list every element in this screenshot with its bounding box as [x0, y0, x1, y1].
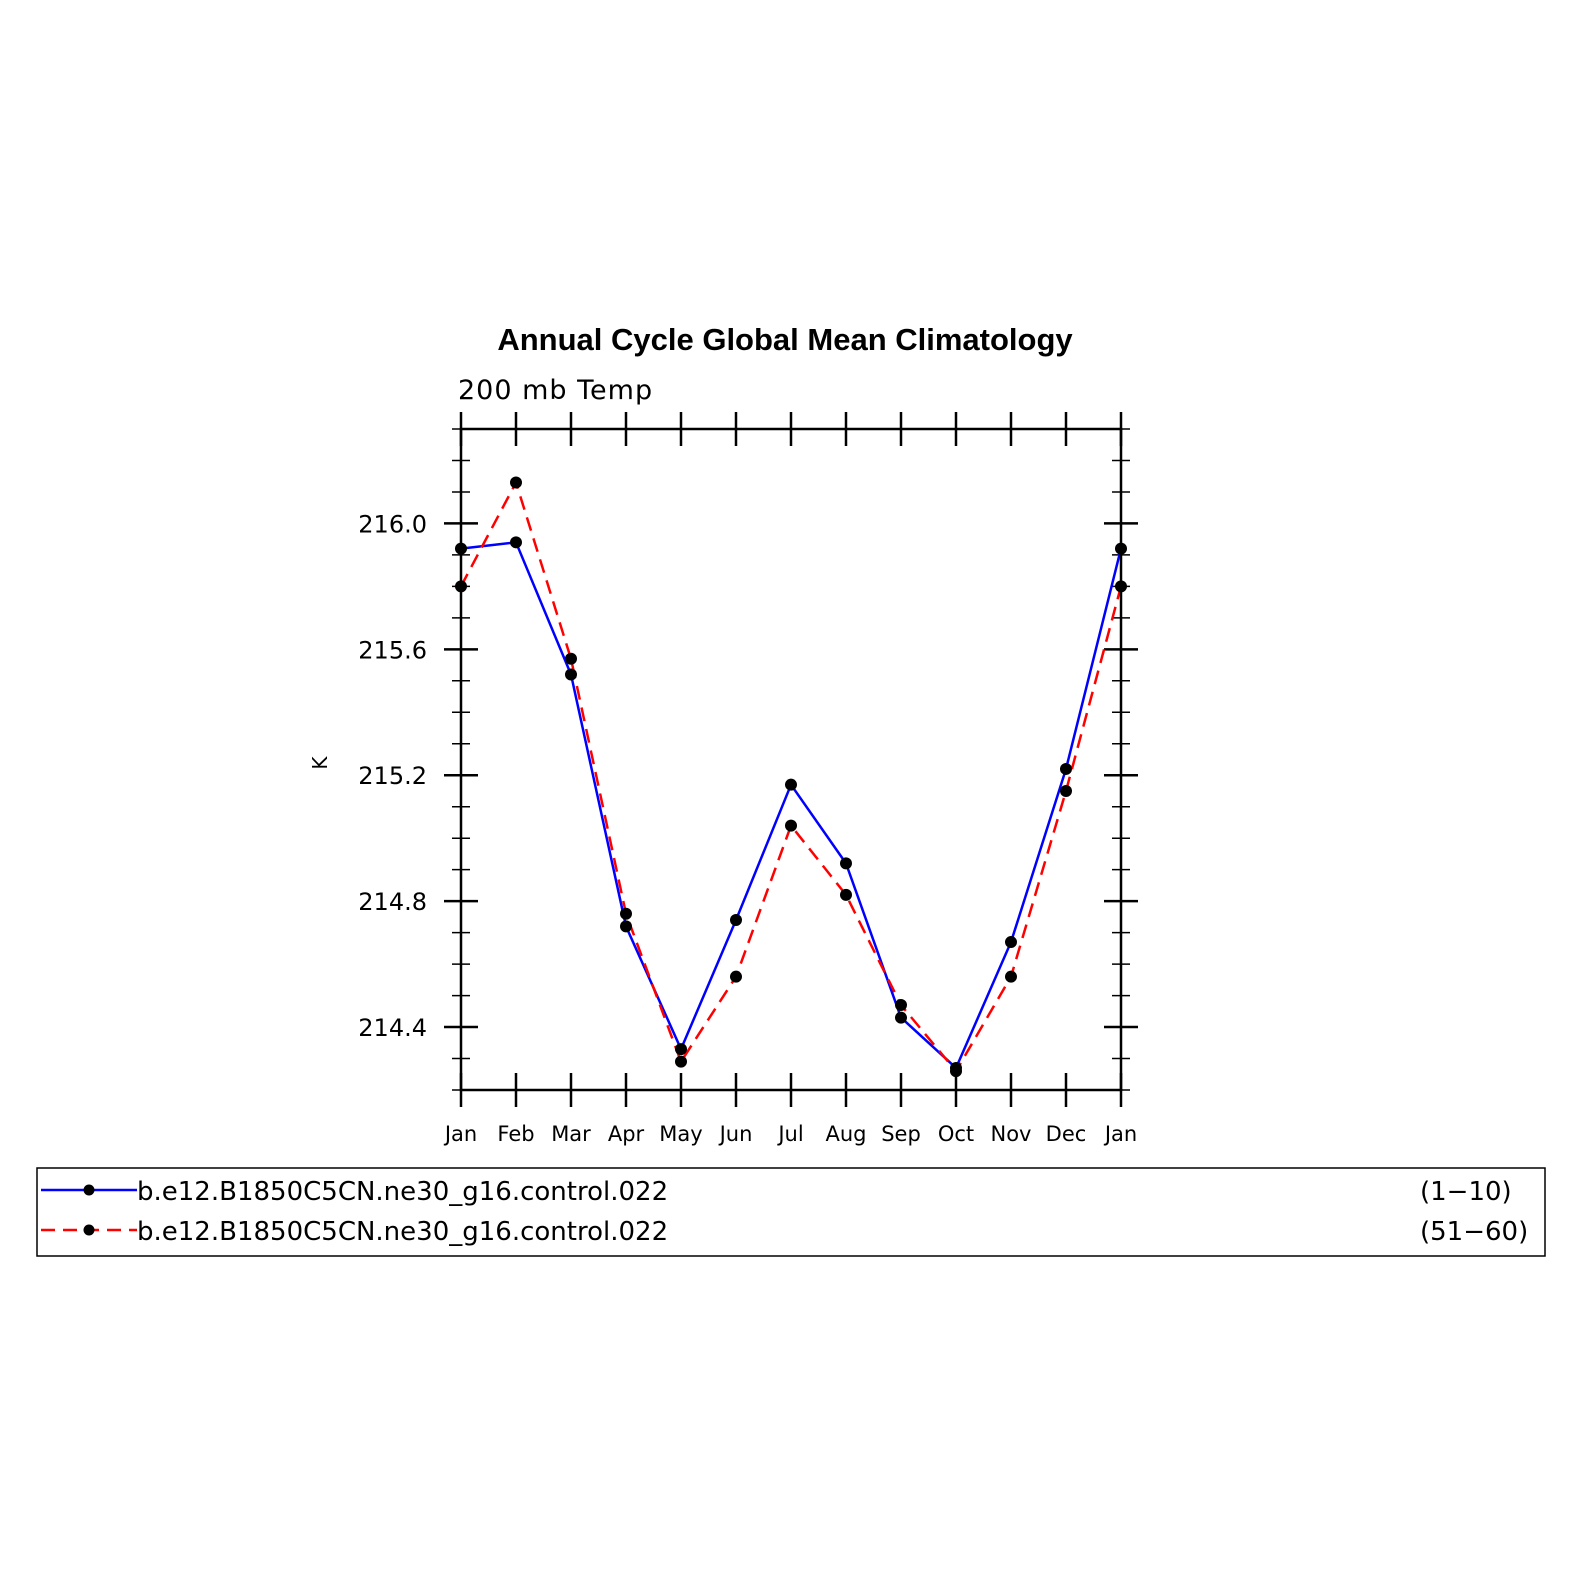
x-tick-labels: Jan Feb Mar Apr May Jun Jul Aug Sep Oct Nov Dec Jan: [443, 1122, 1137, 1146]
series-2-point: [620, 907, 632, 920]
x-tick-label: May: [659, 1122, 702, 1146]
x-tick-label: Jun: [718, 1122, 753, 1146]
x-tick-label: Mar: [551, 1122, 591, 1146]
series-2-point: [895, 999, 907, 1012]
series-1-point: [565, 668, 577, 681]
series-2-point: [1005, 970, 1017, 983]
series-1-point: [620, 920, 632, 933]
x-tick-label: Jul: [776, 1122, 803, 1146]
legend-period-1: (1−10): [1420, 1177, 1512, 1207]
series-line-2: [459, 481, 1123, 1073]
x-tick-label: Nov: [991, 1122, 1032, 1146]
y-tick-labels: 214.4 214.8 215.2 215.6 216.0: [358, 510, 427, 1042]
legend-item-2: b.e12.B1850C5CN.ne30_g16.control.022 (51…: [41, 1217, 1528, 1247]
series-1-point: [840, 857, 852, 870]
series-2-point: [675, 1055, 687, 1068]
y-tick-label: 214.4: [358, 1014, 427, 1042]
series-2-point: [1060, 784, 1072, 797]
x-tick-label: Feb: [497, 1122, 534, 1146]
x-tick-label: Aug: [825, 1122, 866, 1146]
x-tick-label: Oct: [938, 1122, 974, 1146]
series-1-point: [785, 778, 797, 791]
legend-box: [36, 1167, 1546, 1257]
series-1-point: [895, 1011, 907, 1024]
series-1-point: [675, 1043, 687, 1056]
series-1-point: [510, 536, 522, 549]
series-2-point: [565, 652, 577, 665]
series-markers: [455, 476, 1127, 1078]
x-tick-label: Jan: [443, 1122, 477, 1146]
legend-label-2: b.e12.B1850C5CN.ne30_g16.control.022: [137, 1217, 668, 1247]
axis-ticks: [444, 412, 1138, 1107]
series-2-point: [950, 1065, 962, 1078]
series-2-point: [840, 888, 852, 901]
legend: b.e12.B1850C5CN.ne30_g16.control.022 (1−…: [36, 1167, 1546, 1257]
y-tick-label: 215.2: [358, 762, 427, 790]
legend-label-1: b.e12.B1850C5CN.ne30_g16.control.022: [137, 1177, 668, 1207]
x-tick-label: Sep: [881, 1122, 921, 1146]
legend-item-1: b.e12.B1850C5CN.ne30_g16.control.022 (1−…: [41, 1177, 1512, 1207]
chart-subtitle: 200 mb Temp: [458, 375, 653, 406]
plot-frame: [459, 427, 1123, 1092]
chart-title: Annual Cycle Global Mean Climatology: [497, 322, 1073, 357]
series-2-point: [730, 970, 742, 983]
y-tick-label: 216.0: [358, 510, 427, 538]
series-1-point: [1005, 936, 1017, 949]
y-axis-label: K: [308, 756, 332, 770]
y-tick-label: 214.8: [358, 888, 427, 916]
series-1-point: [730, 914, 742, 927]
series-2-point: [785, 819, 797, 832]
y-tick-label: 215.6: [358, 636, 427, 664]
x-tick-label: Apr: [608, 1122, 645, 1146]
legend-marker-1: [83, 1184, 95, 1196]
x-tick-label: Jan: [1103, 1122, 1137, 1146]
series-lines: [459, 481, 1123, 1073]
series-line-1: [460, 541, 1123, 1070]
x-tick-label: Dec: [1046, 1122, 1087, 1146]
series-2-point: [510, 476, 522, 489]
series-1-point: [1060, 762, 1072, 775]
legend-marker-2: [83, 1224, 95, 1236]
legend-period-2: (51−60): [1420, 1217, 1528, 1247]
